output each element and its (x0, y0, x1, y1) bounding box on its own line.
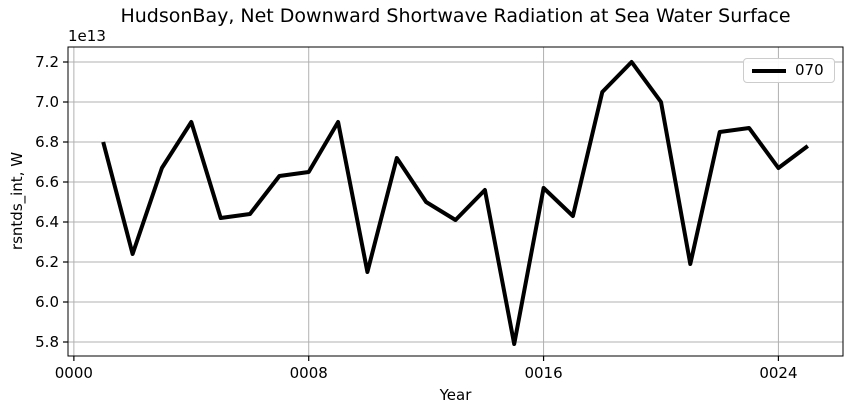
y-tick-label: 7.2 (35, 53, 59, 71)
y-tick-label: 6.6 (35, 173, 59, 191)
y-axis-offset-label: 1e13 (68, 27, 106, 45)
x-tick-label: 0024 (759, 364, 797, 382)
y-tick-label: 6.2 (35, 253, 59, 271)
y-tick-label: 6.0 (35, 293, 59, 311)
y-tick-label: 6.4 (35, 213, 59, 231)
x-tick-label: 0000 (55, 364, 93, 382)
x-axis-label: Year (439, 386, 472, 404)
y-tick-label: 7.0 (35, 93, 59, 111)
y-tick-label: 5.8 (35, 333, 59, 351)
legend: 070 (743, 58, 835, 83)
legend-series-label: 070 (795, 61, 824, 79)
x-tick-label: 0016 (524, 364, 562, 382)
data-line-070 (101, 60, 809, 346)
plot-border (67, 46, 844, 357)
x-tick-label: 0008 (290, 364, 328, 382)
y-tick-label: 6.8 (35, 133, 59, 151)
chart-title: HudsonBay, Net Downward Shortwave Radiat… (120, 5, 791, 27)
legend-line-sample-icon (752, 68, 786, 73)
